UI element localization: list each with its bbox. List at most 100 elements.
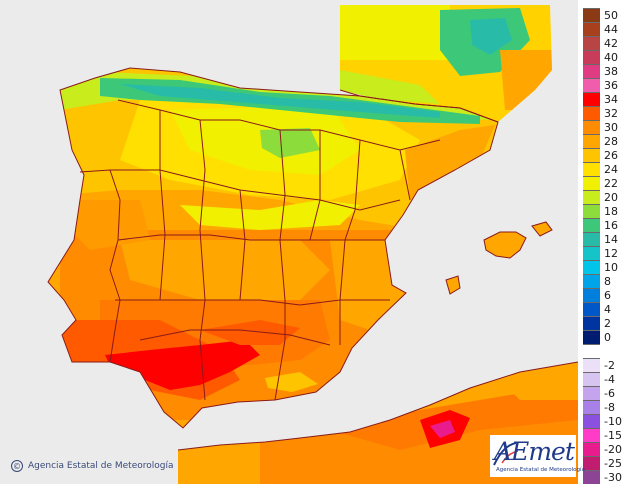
legend-label: 12 (604, 247, 618, 260)
legend-row: 30 (583, 120, 630, 134)
legend-row: -6 (583, 386, 630, 400)
legend-label: 42 (604, 37, 618, 50)
legend-row: -15 (583, 428, 630, 442)
aemet-wordmark: AEmet (494, 437, 575, 466)
legend-swatch (583, 148, 600, 162)
legend-row: 18 (583, 204, 630, 218)
province-borders (47, 67, 553, 429)
legend-label: 10 (604, 261, 618, 274)
temperature-map (0, 0, 578, 484)
copyright-text: Agencia Estatal de Meteorología (28, 461, 174, 471)
legend-label: -8 (604, 401, 615, 414)
legend-row: 8 (583, 274, 630, 288)
legend-swatch (583, 288, 600, 302)
legend-swatch (583, 176, 600, 190)
legend-row: -25 (583, 456, 630, 470)
legend-label: -2 (604, 359, 615, 372)
legend-label: 14 (604, 233, 618, 246)
legend-label: 4 (604, 303, 611, 316)
legend-swatch (583, 218, 600, 232)
legend-label: 0 (604, 331, 611, 344)
aemet-swoosh-icon (493, 442, 519, 466)
legend-label: -15 (604, 429, 622, 442)
legend-row: 42 (583, 36, 630, 50)
legend-label: -30 (604, 471, 622, 484)
legend-label: 20 (604, 191, 618, 204)
legend-swatch (583, 232, 600, 246)
legend-row: 0 (583, 330, 630, 344)
legend-swatch (583, 36, 600, 50)
legend-row: -8 (583, 400, 630, 414)
legend-swatch (583, 372, 600, 386)
legend-label: 18 (604, 205, 618, 218)
legend-swatch (583, 414, 600, 428)
legend-label: 8 (604, 275, 611, 288)
legend-label: 26 (604, 149, 618, 162)
legend-row: 2 (583, 316, 630, 330)
legend-row (583, 344, 630, 358)
legend-swatch (583, 428, 600, 442)
legend-row: -10 (583, 414, 630, 428)
aemet-logo: AEmet Agencia Estatal de Meteorología (490, 435, 585, 477)
legend-swatch (583, 344, 600, 358)
legend-swatch (583, 442, 600, 456)
legend-label: 34 (604, 93, 618, 106)
legend-swatch (583, 456, 600, 470)
legend-swatch (583, 274, 600, 288)
legend-label: -10 (604, 415, 622, 428)
africa-coast (177, 361, 578, 451)
legend-row: 14 (583, 232, 630, 246)
legend-row: 20 (583, 190, 630, 204)
legend-row: -2 (583, 358, 630, 372)
legend-row: 24 (583, 162, 630, 176)
legend-swatch (583, 246, 600, 260)
legend-row: 4 (583, 302, 630, 316)
legend-row: 32 (583, 106, 630, 120)
legend-swatch (583, 50, 600, 64)
legend-swatch (583, 204, 600, 218)
legend-label: -20 (604, 443, 622, 456)
legend-row: 40 (583, 50, 630, 64)
legend-row: 16 (583, 218, 630, 232)
legend-label: -25 (604, 457, 622, 470)
legend-label: 36 (604, 79, 618, 92)
legend-row: 38 (583, 64, 630, 78)
copyright-icon: © (11, 460, 23, 472)
legend-row: 22 (583, 176, 630, 190)
legend-label: 22 (604, 177, 618, 190)
legend-swatch (583, 302, 600, 316)
legend-swatch (583, 22, 600, 36)
legend-swatch (583, 260, 600, 274)
legend-row: 50 (583, 8, 630, 22)
legend-label: 2 (604, 317, 611, 330)
legend-swatch (583, 358, 600, 372)
legend-label: 6 (604, 289, 611, 302)
legend-swatch (583, 78, 600, 92)
legend-swatch (583, 64, 600, 78)
legend-row: 44 (583, 22, 630, 36)
legend-row: 34 (583, 92, 630, 106)
legend-label: 28 (604, 135, 618, 148)
legend-label: 16 (604, 219, 618, 232)
legend-label: 44 (604, 23, 618, 36)
aemet-wordmark-suffix: met (528, 437, 575, 466)
legend-swatch (583, 8, 600, 22)
legend-label: 40 (604, 51, 618, 64)
legend-label: -6 (604, 387, 615, 400)
legend-row: 26 (583, 148, 630, 162)
legend-row: -30 (583, 470, 630, 484)
aemet-wordmark-prefix: AE (494, 437, 529, 466)
legend-row: -4 (583, 372, 630, 386)
legend-label: 30 (604, 121, 618, 134)
legend-label: -4 (604, 373, 615, 386)
legend-swatch (583, 106, 600, 120)
legend-swatch (583, 92, 600, 106)
legend-swatch (583, 330, 600, 344)
legend-swatch (583, 162, 600, 176)
legend-swatch (583, 386, 600, 400)
legend-swatch (583, 134, 600, 148)
legend-label: 24 (604, 163, 618, 176)
legend-label: 32 (604, 107, 618, 120)
legend-swatch (583, 120, 600, 134)
legend-row: 6 (583, 288, 630, 302)
